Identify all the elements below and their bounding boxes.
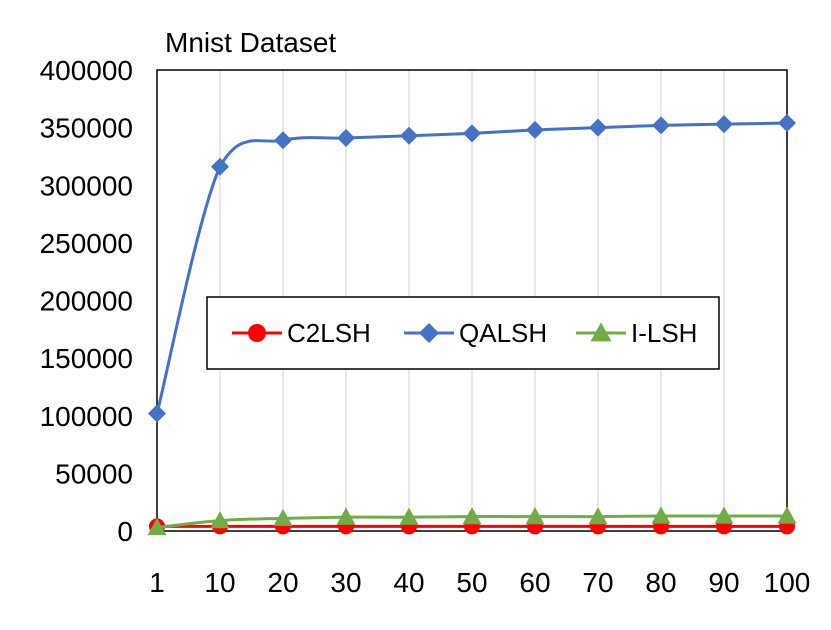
data-point-diamond [778, 114, 796, 133]
series-group [147, 114, 797, 536]
data-point-diamond [589, 118, 607, 137]
y-axis-ticks: 0 50000 100000 150000 200000 250000 300000 3500… [40, 55, 133, 547]
legend-marker-triangle [590, 322, 612, 342]
data-point-triangle [336, 507, 356, 525]
y-tick-label: 150000 [40, 343, 133, 374]
legend-label: QALSH [459, 318, 547, 348]
x-tick-label: 20 [267, 567, 298, 598]
data-point-triangle [777, 506, 797, 524]
x-axis-ticks: 1 10 20 30 40 50 60 70 80 90 100 [149, 567, 810, 598]
series-qalsh [148, 114, 796, 423]
data-point-triangle [462, 507, 482, 525]
data-point-diamond [526, 120, 544, 139]
data-point-diamond [463, 124, 481, 143]
x-tick-label: 90 [708, 567, 739, 598]
x-tick-label: 1 [149, 567, 165, 598]
data-point-diamond [715, 115, 733, 134]
y-tick-label: 300000 [40, 170, 133, 201]
y-tick-label: 200000 [40, 286, 133, 317]
data-point-triangle [525, 507, 545, 525]
data-point-diamond [148, 404, 166, 423]
series-i-lsh [147, 506, 797, 536]
x-tick-label: 100 [764, 567, 811, 598]
legend-item-qalsh: QALSH [404, 318, 547, 348]
legend-item-c2lsh: C2LSH [232, 318, 371, 348]
x-tick-label: 80 [645, 567, 676, 598]
data-point-triangle [714, 506, 734, 524]
legend-marker-diamond [419, 323, 439, 343]
y-tick-label: 250000 [40, 228, 133, 259]
x-tick-label: 10 [204, 567, 235, 598]
y-tick-label: 0 [117, 516, 133, 547]
y-tick-label: 350000 [40, 113, 133, 144]
x-tick-label: 40 [393, 567, 424, 598]
legend-box [206, 296, 720, 370]
legend-marker-circle [248, 324, 266, 342]
data-point-diamond [211, 157, 229, 176]
x-tick-label: 30 [330, 567, 361, 598]
data-point-triangle [651, 506, 671, 524]
x-tick-label: 50 [456, 567, 487, 598]
data-point-diamond [337, 128, 355, 147]
y-tick-label: 100000 [40, 401, 133, 432]
data-point-diamond [400, 126, 418, 145]
chart-title: Mnist Dataset [165, 27, 336, 58]
legend: C2LSH QALSH I-LSH [206, 296, 720, 370]
x-tick-label: 70 [582, 567, 613, 598]
data-point-diamond [274, 131, 292, 150]
data-point-triangle [588, 507, 608, 525]
x-tick-label: 60 [519, 567, 550, 598]
legend-label: C2LSH [287, 318, 371, 348]
legend-item-i-lsh: I-LSH [576, 318, 697, 348]
data-point-triangle [147, 518, 167, 536]
y-tick-label: 400000 [40, 55, 133, 86]
data-point-diamond [652, 116, 670, 135]
data-point-triangle [273, 508, 293, 526]
y-tick-label: 50000 [55, 458, 133, 489]
data-point-triangle [399, 507, 419, 525]
legend-label: I-LSH [631, 318, 697, 348]
data-point-triangle [210, 511, 230, 529]
